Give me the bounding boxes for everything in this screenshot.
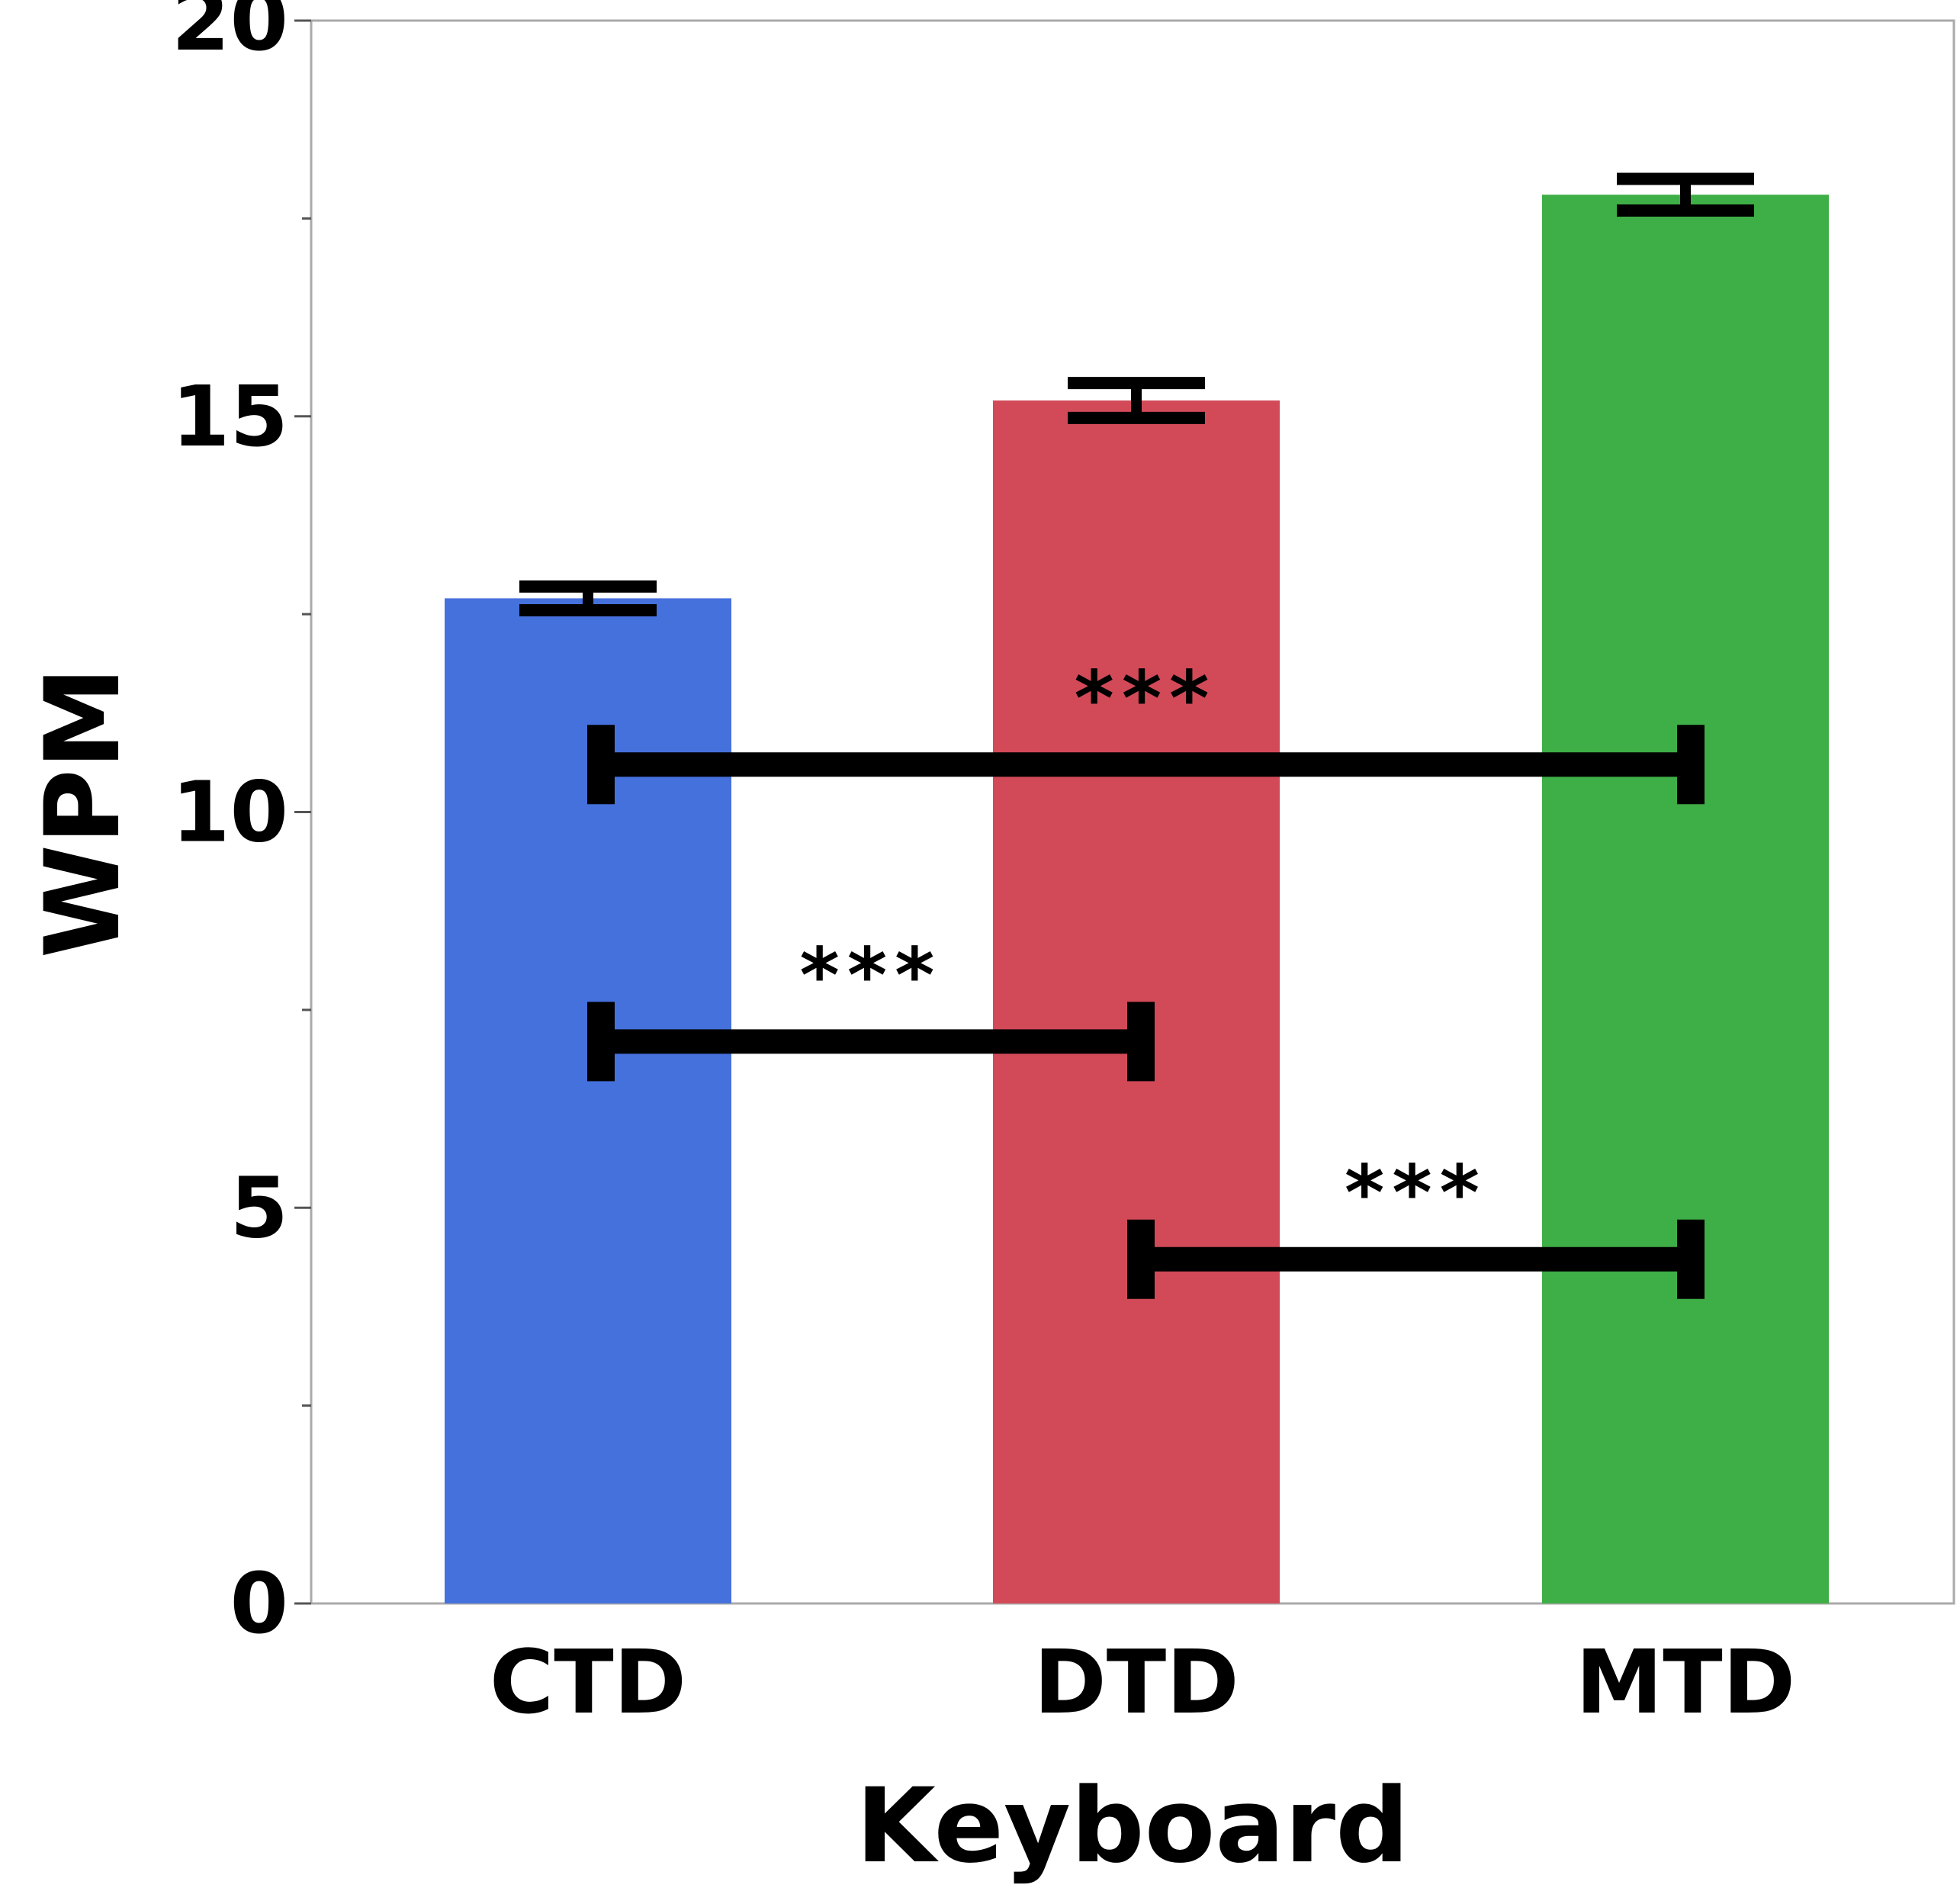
x-axis-title: Keyboard: [856, 1766, 1409, 1886]
significance-bracket: ***: [587, 654, 1705, 805]
x-tick-label: DTD: [1033, 1632, 1239, 1734]
y-tick-label: 15: [172, 368, 288, 465]
y-tick-label: 5: [230, 1159, 288, 1256]
error-bar-mtd: [1617, 172, 1754, 217]
bars: [445, 195, 1829, 1603]
error-bar-ctd: [519, 580, 657, 616]
x-tick-label: CTD: [490, 1632, 686, 1734]
significance-label: ***: [1075, 654, 1217, 743]
y-tick-label: 10: [172, 764, 288, 861]
y-axis: 0 5 10 15 20: [172, 0, 311, 1652]
x-axis: CTD DTD MTD: [490, 1632, 1795, 1734]
significance-label: ***: [1345, 1149, 1487, 1238]
bar-mtd: [1542, 195, 1829, 1603]
y-tick-label: 20: [172, 0, 288, 69]
significance-bracket: ***: [587, 931, 1155, 1082]
error-bars: [519, 172, 1754, 616]
y-axis-title: WPM: [23, 667, 143, 958]
significance-label: ***: [800, 931, 943, 1020]
error-bar-dtd: [1068, 377, 1205, 424]
significance-brackets: *** *** ***: [587, 654, 1705, 1299]
x-tick-label: MTD: [1576, 1632, 1795, 1734]
y-tick-label: 0: [230, 1555, 288, 1652]
significance-bracket: ***: [1127, 1149, 1705, 1299]
